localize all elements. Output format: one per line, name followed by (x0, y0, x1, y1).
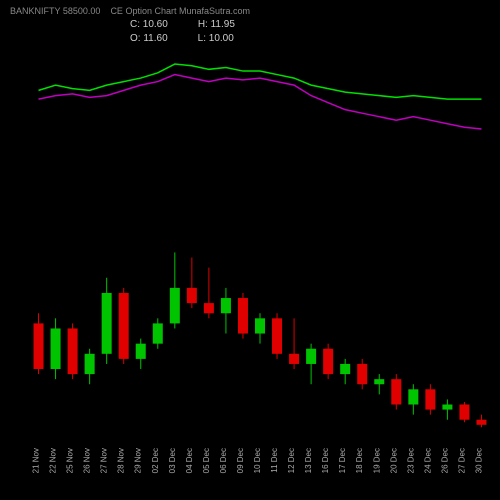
chart-svg: 21 Nov 22 Nov 25 Nov 26 Nov 27 Nov 28 Nov 29 N… (0, 0, 500, 500)
x-axis-label: 21 Nov (32, 448, 41, 473)
x-axis-label: 10 Dec (253, 448, 262, 473)
chart-container: BANKNIFTY 58500.00 CE Option Chart Munaf… (0, 0, 500, 500)
x-axis-label: 25 Nov (66, 448, 75, 473)
x-axis-label: 23 Dec (406, 448, 415, 473)
x-axis-label: 17 Dec (338, 448, 347, 473)
x-axis-label: 04 Dec (185, 448, 194, 473)
x-axis-label: 22 Nov (49, 448, 58, 473)
x-axis-label: 27 Dec (457, 448, 466, 473)
x-axis-label: 02 Dec (151, 448, 160, 473)
x-axis-label: 20 Dec (389, 448, 398, 473)
x-axis-label: 03 Dec (168, 448, 177, 473)
x-axis-label: 29 Nov (134, 448, 143, 473)
x-axis-label: 12 Dec (287, 448, 296, 473)
x-axis-label: 30 Dec (474, 448, 483, 473)
x-axis-label: 05 Dec (202, 448, 211, 473)
x-axis-label: 18 Dec (355, 448, 364, 473)
x-axis-label: 11 Dec (270, 448, 279, 473)
x-axis-label: 26 Dec (440, 448, 449, 473)
x-axis-label: 27 Nov (100, 448, 109, 473)
x-axis-label: 26 Nov (83, 448, 92, 473)
x-axis-label: 19 Dec (372, 448, 381, 473)
x-axis-label: 24 Dec (423, 448, 432, 473)
x-axis-label: 16 Dec (321, 448, 330, 473)
x-axis-label: 28 Nov (117, 448, 126, 473)
x-axis-label: 09 Dec (236, 448, 245, 473)
x-axis-label: 06 Dec (219, 448, 228, 473)
x-axis-label: 13 Dec (304, 448, 313, 473)
